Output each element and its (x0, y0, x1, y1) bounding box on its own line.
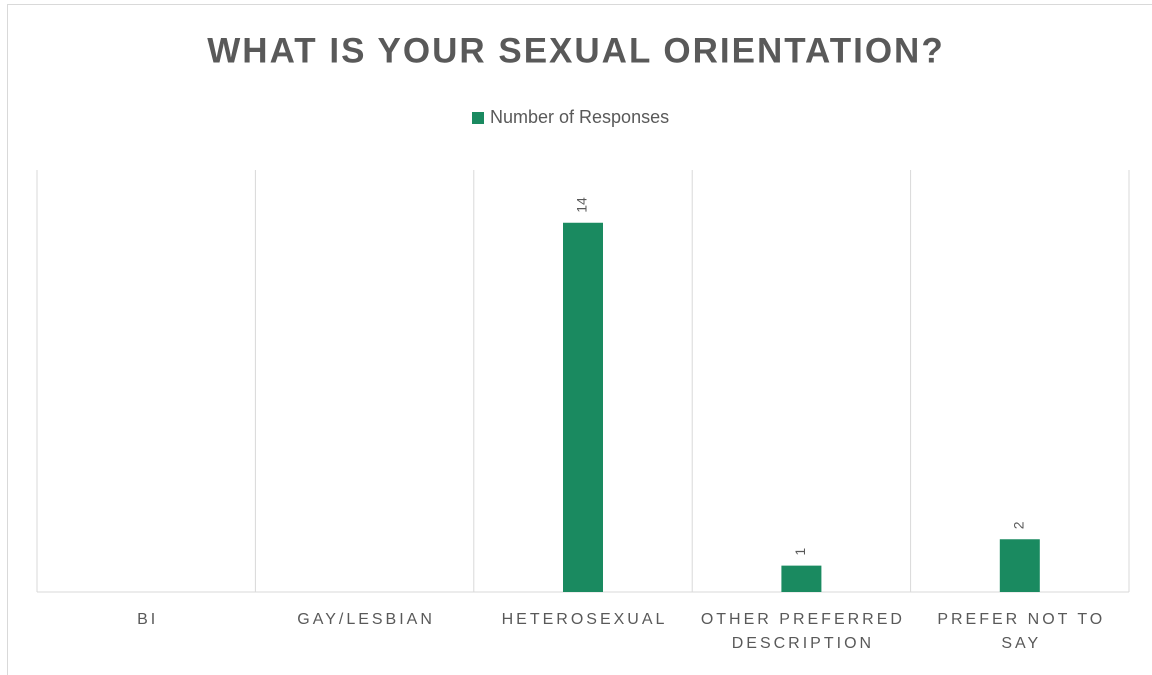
bar (781, 565, 822, 592)
data-label: 2 (1011, 521, 1027, 529)
data-label: 1 (792, 548, 808, 556)
x-tick-label: PREFER NOT TO SAY (937, 611, 1106, 652)
data-label: 14 (574, 197, 590, 213)
chart-border (7, 4, 1152, 675)
x-tick-label: OTHER PREFERRED DESCRIPTION (700, 611, 905, 652)
chart-title: WHAT IS YOUR SEXUAL ORIENTATION? (207, 31, 944, 70)
legend-swatch (472, 112, 484, 124)
x-tick-label: GAY/LESBIAN (297, 611, 435, 628)
bar (563, 222, 603, 592)
x-tick-label: HETEROSEXUAL (501, 611, 668, 628)
bar (999, 539, 1040, 592)
legend-label: Number of Responses (490, 107, 669, 127)
x-tick-label: BI (137, 611, 159, 628)
